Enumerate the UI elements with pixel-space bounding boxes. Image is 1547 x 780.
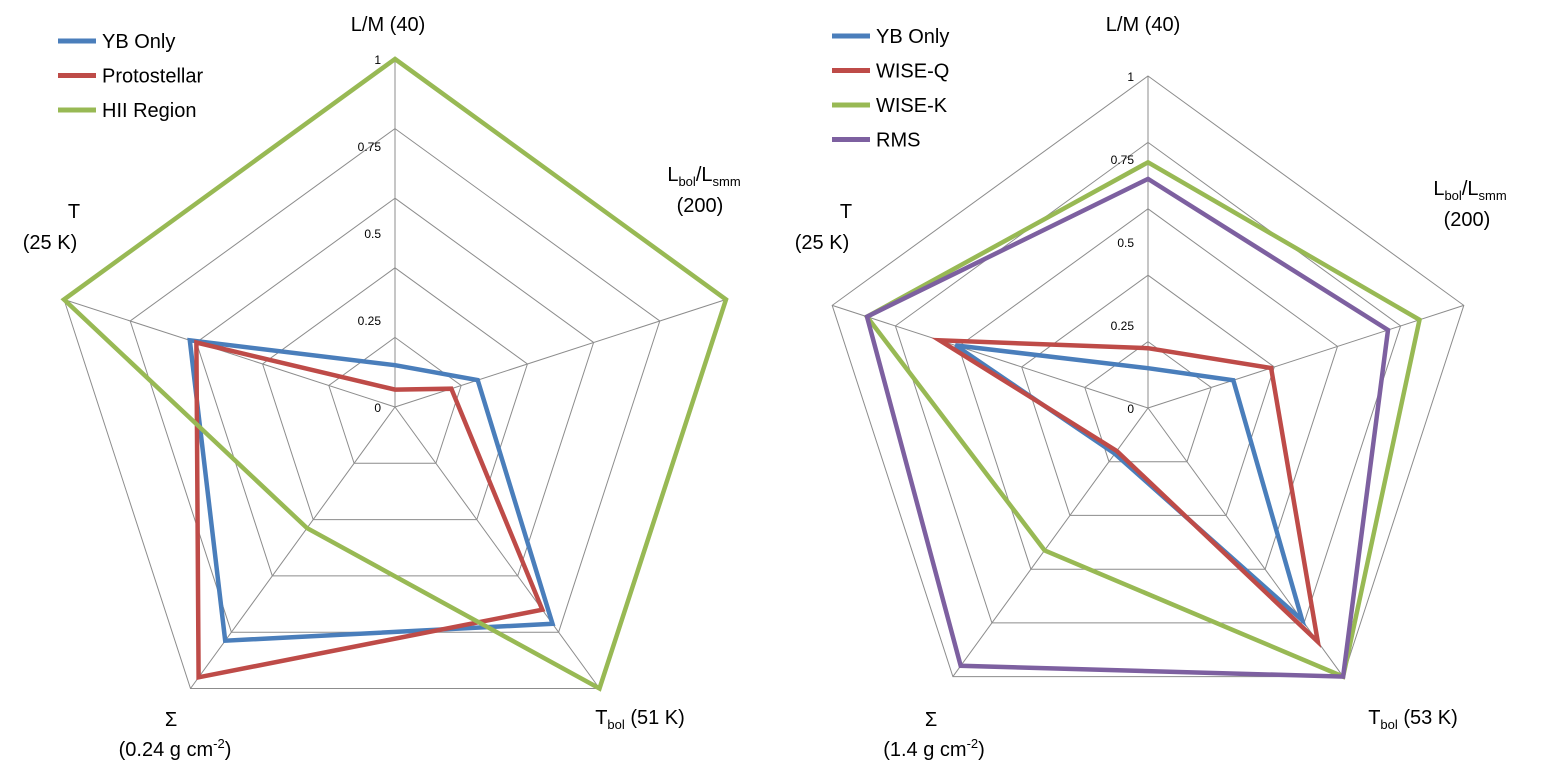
axis-label-sigma-left-line2: (0.24 g cm-2) [119, 736, 232, 761]
series-line [60, 56, 729, 692]
tick-label: 0.75 [1111, 153, 1135, 167]
series-line [864, 176, 1391, 679]
series-line [187, 337, 556, 644]
legend-label: HII Region [102, 100, 197, 122]
axis-label-t-right-line2: (25 K) [795, 232, 849, 254]
tick-label: 0 [1127, 402, 1134, 416]
axis-label-t-left: T [68, 201, 80, 223]
grid-ring [831, 75, 1465, 678]
grid-spoke [1147, 304, 1464, 409]
radar-chart-right: 0 0.25 0.5 0.75 1 YB Only WISE-Q WISE-K RMS L/M… [795, 14, 1507, 761]
axis-label-tbol-left: Tbol (51 K) [595, 707, 685, 732]
tick-label: 1 [374, 53, 381, 67]
tick-label: 0.25 [358, 314, 382, 328]
tick-label: 0.25 [1111, 319, 1135, 333]
legend-label: Protostellar [102, 66, 203, 88]
grid-ring [262, 267, 528, 521]
legend-label: RMS [876, 130, 920, 152]
series-line [931, 337, 1322, 648]
tick-label: 0.5 [364, 227, 381, 241]
legend-label: YB Only [876, 26, 949, 48]
axis-label-t-left-line2: (25 K) [23, 232, 77, 254]
axis-label-sigma-right-line2: (1.4 g cm-2) [883, 736, 985, 761]
series-line [194, 339, 546, 681]
radar-ticks-right: 0 0.25 0.5 0.75 1 [1111, 70, 1135, 416]
radar-grid-left [63, 58, 727, 689]
series-line [863, 159, 1423, 680]
tick-label: 0 [374, 401, 381, 415]
legend-label: WISE-K [876, 95, 948, 117]
grid-ring [894, 141, 1402, 624]
tick-label: 0.75 [358, 140, 382, 154]
tick-label: 1 [1127, 70, 1134, 84]
axis-label-lbol-right: Lbol/Lsmm [1433, 178, 1506, 203]
radar-grid-right [831, 75, 1465, 678]
legend-label: WISE-Q [876, 61, 949, 83]
grid-ring [1021, 274, 1275, 516]
axis-label-lbol-left-line2: (200) [677, 195, 724, 217]
axis-label-tbol-right: Tbol (53 K) [1368, 707, 1458, 732]
axis-label-sigma-right: Σ [925, 709, 937, 731]
grid-ring [1084, 340, 1212, 463]
legend-right: YB Only WISE-Q WISE-K RMS [832, 26, 949, 152]
radar-chart-left: 0 0.25 0.5 0.75 1 YB Only Protostellar HII Reg… [23, 14, 741, 761]
legend-label: YB Only [102, 31, 175, 53]
axis-label-lm-left: L/M (40) [351, 14, 425, 36]
grid-spoke [394, 406, 600, 689]
legend-left: YB Only Protostellar HII Region [58, 31, 203, 122]
radar-ticks-left: 0 0.25 0.5 0.75 1 [358, 53, 382, 415]
radar-series-left [60, 56, 729, 692]
axis-label-sigma-left: Σ [165, 709, 177, 731]
grid-spoke [952, 407, 1149, 677]
radar-series-right [863, 159, 1423, 680]
tick-label: 0.5 [1117, 236, 1134, 250]
grid-spoke [63, 299, 396, 408]
axis-label-lbol-right-line2: (200) [1444, 209, 1491, 231]
axis-label-t-right: T [840, 201, 852, 223]
grid-ring [957, 208, 1339, 570]
axis-label-lbol-left: Lbol/Lsmm [667, 164, 740, 189]
grid-spoke [832, 304, 1149, 409]
axis-label-lm-right: L/M (40) [1106, 14, 1180, 36]
